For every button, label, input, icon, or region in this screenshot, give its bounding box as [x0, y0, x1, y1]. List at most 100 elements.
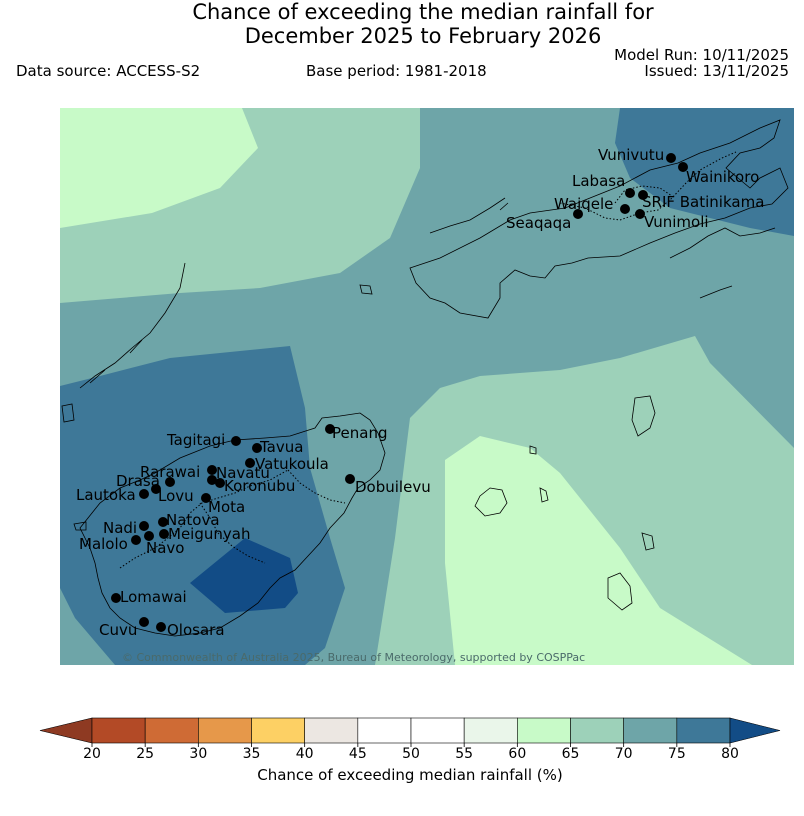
svg-text:Meigunyah: Meigunyah: [168, 525, 250, 543]
colorbar-ticks: 20 25 30 35 40 45 50 55 60 65 70 75 80: [83, 743, 739, 762]
svg-text:SRIF Batinikama: SRIF Batinikama: [642, 193, 764, 211]
province-boundary-west: [119, 469, 289, 569]
island-east-3: [641, 532, 655, 551]
svg-text:Tagitagi: Tagitagi: [166, 431, 225, 449]
station-penang[interactable]: Penang: [325, 424, 387, 442]
station-koronubu[interactable]: Koronubu: [215, 477, 295, 495]
station-srif-batinikama[interactable]: SRIF Batinikama: [638, 190, 764, 211]
colorbar-swatch-70-75: [623, 717, 678, 744]
island-west-2: [73, 521, 87, 531]
colorbar-tick-label: 60: [508, 746, 526, 762]
colorbar-tick-label: 35: [243, 746, 261, 762]
svg-text:Vunimoli: Vunimoli: [644, 213, 709, 231]
station-waiqele[interactable]: Waiqele: [554, 195, 630, 214]
svg-text:Vatukoula: Vatukoula: [255, 455, 329, 473]
island-mid-2: [529, 445, 537, 455]
svg-text:Rarawai: Rarawai: [140, 463, 200, 481]
rainfall-map[interactable]: Vunivutu Wainikoro Labasa SRIF Batinikam…: [60, 108, 794, 665]
colorbar-tick-label: 75: [668, 746, 686, 762]
colorbar-tick-label: 25: [136, 746, 154, 762]
island-east-4: [539, 487, 549, 503]
colorbar-swatch-50-55: [410, 717, 465, 744]
station-navatu[interactable]: Navatu: [207, 464, 270, 485]
svg-text:Wainikoro: Wainikoro: [686, 168, 759, 186]
station-seaqaqa[interactable]: Seaqaqa: [506, 209, 583, 232]
svg-text:Waiqele: Waiqele: [554, 195, 613, 213]
title-line-1: Chance of exceeding the median rainfall …: [192, 0, 654, 24]
zone-60-65-southeast: [445, 436, 752, 665]
issued-date: Issued: 13/11/2025: [644, 62, 789, 80]
svg-text:Koronubu: Koronubu: [224, 477, 295, 495]
province-boundary-central: [199, 502, 266, 564]
title-line-2: December 2025 to February 2026: [244, 24, 602, 48]
svg-text:Lautoka: Lautoka: [76, 486, 136, 504]
colorbar-tick-label: 70: [615, 746, 633, 762]
copyright-notice: © Commonwealth of Australia 2025, Bureau…: [122, 651, 585, 664]
svg-text:Drasa: Drasa: [116, 472, 160, 490]
svg-text:Lovu: Lovu: [158, 487, 194, 505]
island-east-1: [631, 395, 656, 437]
island-yasawa: [79, 262, 186, 389]
station-wainikoro[interactable]: Wainikoro: [678, 162, 759, 186]
colorbar-swatch-25-30: [144, 717, 199, 744]
station-vunimoli[interactable]: Vunimoli: [635, 209, 709, 231]
station-drasa[interactable]: Drasa: [116, 472, 175, 490]
colorbar-swatch-40-45: [304, 717, 359, 744]
colorbar-extend-high: [729, 717, 781, 744]
svg-text:Lomawai: Lomawai: [120, 588, 187, 606]
station-lovu[interactable]: Lovu: [151, 484, 194, 505]
station-navo[interactable]: Navo: [144, 531, 184, 557]
island-north-reef: [429, 197, 509, 234]
station-olosara[interactable]: Olosara: [156, 621, 225, 639]
island-vanua-levu: [409, 119, 789, 319]
station-lautoka[interactable]: Lautoka: [76, 486, 149, 504]
colorbar-tick-label: 65: [562, 746, 580, 762]
station-rarawai[interactable]: Rarawai: [140, 463, 217, 481]
svg-text:Nadi: Nadi: [103, 519, 137, 537]
station-cuvu[interactable]: Cuvu: [99, 617, 149, 639]
colorbar-label: Chance of exceeding median rainfall (%): [257, 766, 562, 784]
data-source: Data source: ACCESS-S2: [16, 62, 201, 80]
colorbar-tick-label: 80: [721, 746, 739, 762]
zone-60-65-northwest: [60, 108, 258, 228]
station-mota[interactable]: Mota: [201, 493, 245, 516]
colorbar-tick-label: 45: [349, 746, 367, 762]
svg-text:Malolo: Malolo: [79, 535, 128, 553]
island-mid-1: [359, 284, 373, 295]
colorbar-swatch-65-70: [570, 717, 624, 744]
zone-above-80: [190, 538, 298, 613]
station-vunivutu[interactable]: Vunivutu: [598, 146, 676, 164]
svg-text:Tavua: Tavua: [259, 438, 303, 456]
island-viti-levu: [79, 412, 386, 637]
colorbar-swatches: [39, 717, 781, 744]
island-west-1: [61, 403, 75, 423]
svg-text:Olosara: Olosara: [167, 621, 225, 639]
svg-text:Penang: Penang: [332, 424, 387, 442]
station-vatukoula[interactable]: Vatukoula: [245, 455, 329, 473]
station-tavua[interactable]: Tavua: [252, 438, 303, 456]
station-nadi[interactable]: Nadi: [103, 519, 149, 537]
colorbar-swatch-75-80: [676, 717, 731, 744]
province-boundary-east: [287, 469, 346, 504]
svg-text:Seaqaqa: Seaqaqa: [506, 214, 571, 232]
svg-text:Navatu: Navatu: [216, 464, 270, 482]
colorbar-swatch-35-40: [251, 717, 305, 744]
province-boundary-north: [559, 151, 737, 221]
base-period: Base period: 1981-2018: [306, 62, 487, 80]
station-lomawai[interactable]: Lomawai: [111, 588, 187, 606]
svg-text:Natova: Natova: [166, 511, 220, 529]
island-kadavu: [474, 487, 508, 517]
station-malolo[interactable]: Malolo: [79, 535, 141, 553]
colorbar-swatch-60-65: [517, 717, 571, 744]
station-natova[interactable]: Natova: [158, 511, 220, 529]
colorbar-swatch-20-25: [91, 717, 146, 744]
colorbar-tick-label: 55: [455, 746, 473, 762]
station-meigunyah[interactable]: Meigunyah: [159, 525, 250, 543]
colorbar-extend-low: [39, 717, 93, 744]
station-dobuilevu[interactable]: Dobuilevu: [345, 474, 431, 496]
colorbar: 20 25 30 35 40 45 50 55 60 65 70 75 80 Chance of exc…: [39, 717, 781, 784]
svg-text:Cuvu: Cuvu: [99, 621, 137, 639]
station-tagitagi[interactable]: Tagitagi: [166, 431, 241, 449]
station-labasa[interactable]: Labasa: [572, 172, 635, 198]
svg-text:Labasa: Labasa: [572, 172, 625, 190]
